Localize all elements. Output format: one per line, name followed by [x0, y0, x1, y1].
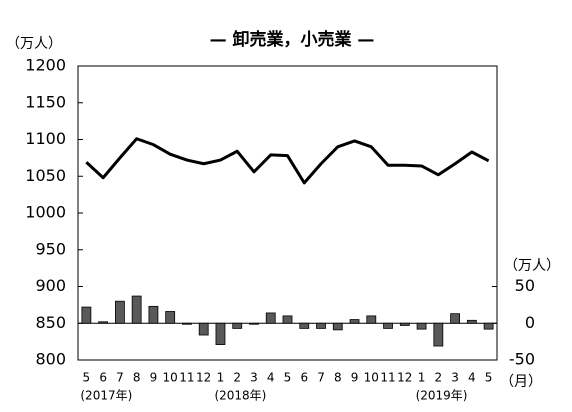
y-tick-label: 1000: [25, 203, 66, 222]
bar: [265, 312, 276, 324]
x-tick-label: 3: [250, 371, 258, 385]
bar: [332, 322, 343, 331]
bar: [316, 322, 326, 329]
x-group-label: (2017年): [80, 389, 132, 403]
x-tick-label: 5: [485, 371, 493, 385]
x-tick-label: 1: [217, 371, 225, 385]
x-tick-label: 4: [267, 371, 275, 385]
line: [85, 137, 490, 185]
y2-tick-label: 0: [525, 313, 535, 332]
y-tick-label: 800: [35, 350, 66, 369]
bar: [165, 311, 176, 324]
bar: [249, 322, 259, 325]
x-tick-label: 7: [317, 371, 325, 385]
x-tick-label: 7: [116, 371, 124, 385]
y-tick-label: 900: [35, 276, 66, 295]
bar: [131, 295, 142, 324]
y-tick-label: 1150: [25, 92, 66, 111]
bar: [349, 319, 360, 324]
y2-tick-label: -50: [509, 350, 535, 369]
bar: [148, 305, 159, 324]
x-tick-label: 8: [133, 371, 141, 385]
x-tick-label: 11: [179, 371, 194, 385]
bar: [466, 319, 477, 324]
y-tick-label: 1100: [25, 129, 66, 148]
bar: [182, 322, 192, 325]
x-tick-label: 2: [233, 371, 241, 385]
bar: [483, 322, 494, 330]
x-tick-label: 9: [351, 371, 359, 385]
x-tick-label: 1: [418, 371, 426, 385]
y-tick-label: 1200: [25, 56, 66, 75]
bar: [215, 322, 226, 345]
x-tick-label: 12: [397, 371, 412, 385]
x-tick-label: 8: [334, 371, 342, 385]
bar: [299, 322, 310, 329]
bar: [282, 315, 293, 324]
x-group-label: (2018年): [214, 389, 266, 403]
x-tick-label: 4: [468, 371, 476, 385]
y2-unit: （万人）: [504, 258, 560, 274]
bar: [433, 322, 444, 347]
x-tick-label: 5: [83, 371, 91, 385]
x-tick-label: 9: [150, 371, 158, 385]
x-tick-label: 2: [435, 371, 443, 385]
x-tick-label: 11: [380, 371, 395, 385]
bar: [416, 322, 427, 330]
bar: [81, 306, 92, 324]
bar: [399, 322, 410, 326]
y-tick-label: 1050: [25, 166, 66, 185]
bar: [198, 322, 209, 336]
bar: [115, 300, 125, 324]
x-tick-label: 10: [163, 371, 178, 385]
chart-title: — 卸売業，小売業 —: [210, 29, 375, 50]
x-tick-label: 6: [300, 371, 308, 385]
y2-tick-label: 50: [515, 276, 535, 295]
x-tick-label: 10: [364, 371, 379, 385]
bar: [450, 313, 461, 324]
y-tick-label: 850: [35, 313, 66, 332]
bar: [98, 321, 109, 324]
x-tick-label: 3: [451, 371, 459, 385]
x-tick-label: 6: [99, 371, 107, 385]
x-tick-label: 5: [284, 371, 292, 385]
x-tick-label: 12: [196, 371, 211, 385]
y-tick-label: 950: [35, 239, 66, 258]
x-unit: （月）: [500, 374, 542, 390]
x-group-label: (2019年): [416, 389, 468, 403]
y-unit: （万人）: [6, 36, 62, 52]
bar: [232, 322, 243, 329]
bar: [366, 315, 377, 324]
bar: [383, 322, 393, 329]
